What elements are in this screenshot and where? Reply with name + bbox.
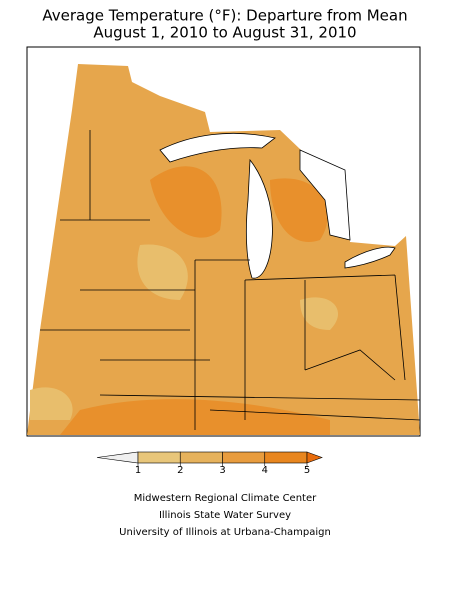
colorbar-tick-label: 5 bbox=[304, 465, 310, 476]
colorbar-tick-label: 1 bbox=[135, 465, 141, 476]
lake-superior bbox=[159, 133, 276, 163]
title-line: August 1, 2010 to August 31, 2010 bbox=[93, 24, 356, 42]
colorbar-tick-label: 3 bbox=[219, 465, 225, 476]
warm-area bbox=[60, 166, 330, 435]
colorbar-segment bbox=[264, 451, 308, 464]
credit-line: Midwestern Regional Climate Center bbox=[134, 493, 317, 504]
title-line: Average Temperature (°F): Departure from… bbox=[42, 7, 407, 25]
map-region bbox=[27, 64, 420, 435]
colorbar-segment bbox=[179, 451, 223, 464]
colorbar-tick-label: 2 bbox=[177, 465, 183, 476]
state-lines bbox=[40, 130, 421, 430]
colorbar: 1 2 3 4 5 bbox=[96, 451, 323, 476]
lake-michigan bbox=[245, 158, 273, 279]
cool-area bbox=[30, 244, 339, 420]
colorbar-tick-label: 4 bbox=[262, 465, 268, 476]
colorbar-segment bbox=[222, 451, 266, 464]
map bbox=[26, 46, 421, 437]
colorbar-segment bbox=[137, 451, 181, 464]
colorbar-high-end bbox=[306, 451, 323, 464]
credit-line: Illinois State Water Survey bbox=[159, 510, 291, 521]
colorbar-low-end bbox=[96, 451, 139, 464]
lake-erie bbox=[344, 246, 396, 269]
lake-huron bbox=[299, 149, 351, 241]
credit-line: University of Illinois at Urbana-Champai… bbox=[119, 527, 331, 538]
